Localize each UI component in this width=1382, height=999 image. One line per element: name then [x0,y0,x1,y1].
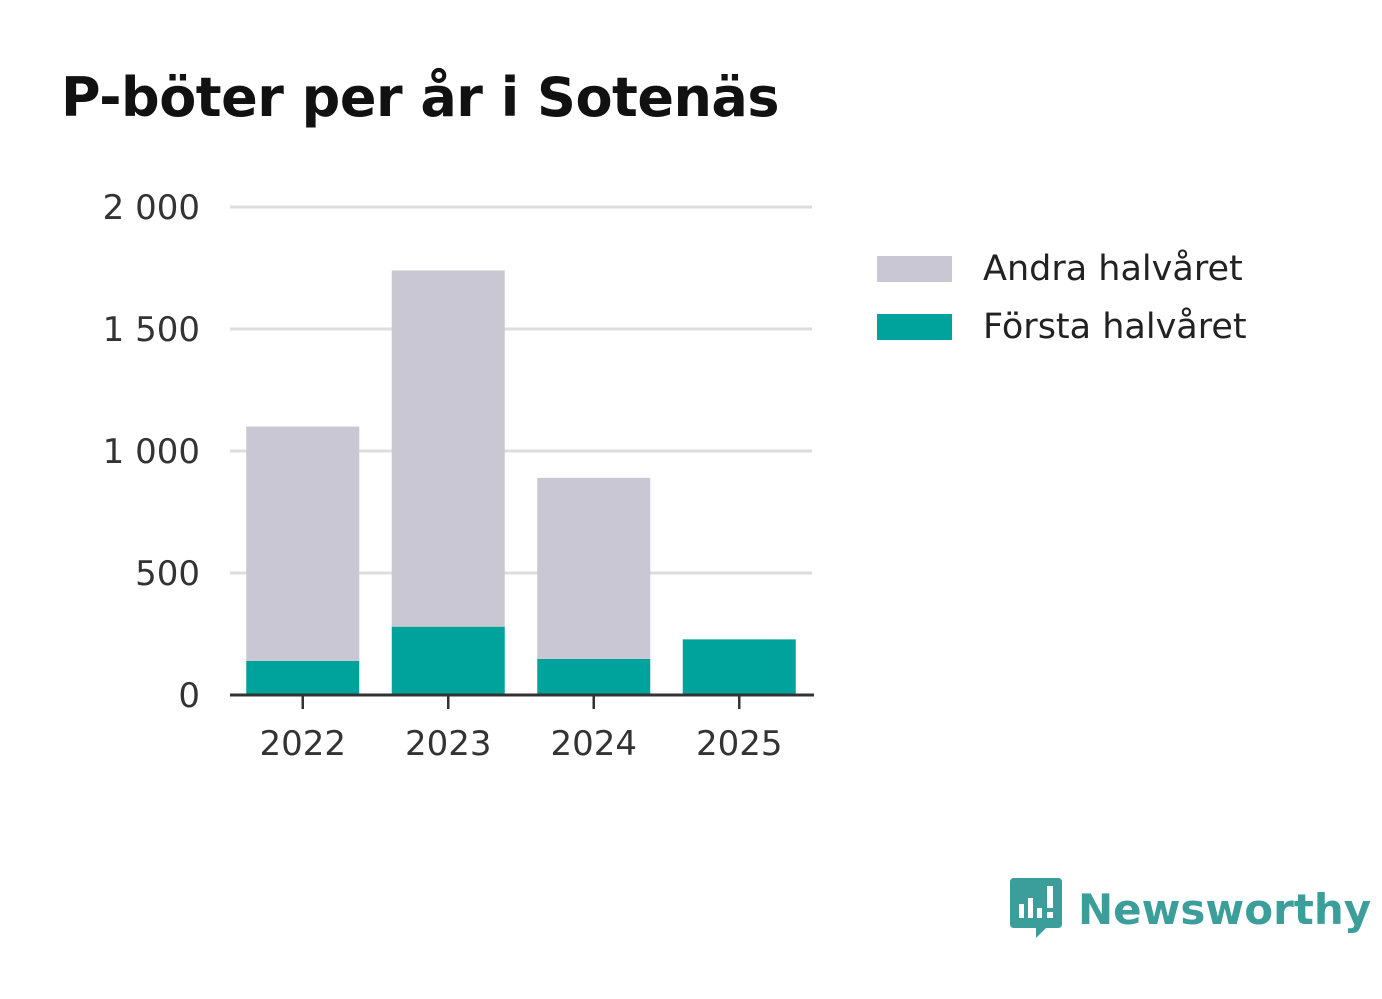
y-tick-label: 1 000 [103,432,200,472]
bar-forsta-halvaret-2024 [537,658,651,695]
x-tick-label: 2025 [696,724,783,764]
bar-andra-halvaret-2023 [391,270,505,627]
x-tick-label: 2022 [259,724,346,764]
legend-label-forsta-halvaret: Första halvåret [983,307,1247,347]
y-tick-label: 2 000 [103,188,200,228]
y-tick-label: 1 500 [103,310,200,350]
bars [246,270,796,695]
x-tick-label: 2023 [405,724,492,764]
bar-andra-halvaret-2022 [246,426,360,661]
legend-label-andra-halvaret: Andra halvåret [983,249,1243,289]
y-tick-label: 500 [135,554,200,594]
bar-forsta-halvaret-2022 [246,660,360,695]
legend-item-andra-halvaret: Andra halvåret [877,240,1247,298]
y-tick-label: 0 [178,676,200,716]
chart-title: P-böter per år i Sotenäs [61,66,780,129]
y-axis-labels: 0 500 1 000 1 500 2 000 [103,188,200,716]
brand-name: Newsworthy [1078,884,1372,934]
bar-forsta-halvaret-2023 [391,626,505,695]
newsworthy-logo-icon [1010,878,1062,938]
legend-swatch-forsta-halvaret [877,314,952,340]
newsworthy-brand: Newsworthy [1010,878,1371,940]
x-axis: 2022 2023 2024 2025 [230,693,814,764]
legend: Andra halvåret Första halvåret [877,240,1247,356]
legend-swatch-andra-halvaret [877,256,952,282]
bar-forsta-halvaret-2025 [682,639,796,695]
bar-andra-halvaret-2024 [537,477,651,659]
x-tick-label: 2024 [550,724,637,764]
legend-item-forsta-halvaret: Första halvåret [877,298,1247,356]
